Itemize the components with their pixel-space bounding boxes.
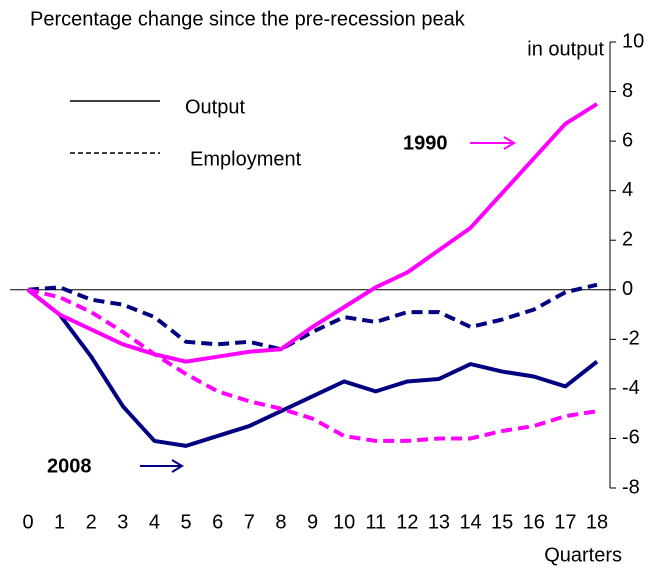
annotation: 1990	[403, 132, 448, 154]
y-tick-label: -6	[622, 427, 640, 449]
x-tick-label: 6	[212, 511, 223, 533]
series-line	[27, 282, 598, 352]
x-tick-label: 10	[333, 511, 355, 533]
x-tick-label: 15	[491, 511, 513, 533]
x-axis-label: Quarters	[544, 544, 622, 566]
x-tick-label: 8	[275, 511, 286, 533]
arrow	[140, 459, 184, 473]
x-tick-label: 1	[54, 511, 65, 533]
x-tick-label: 11	[365, 511, 386, 533]
legend-label: Output	[185, 96, 245, 118]
x-tick-label: 12	[396, 511, 418, 533]
x-tick-label: 7	[244, 511, 255, 533]
y-tick-label: 4	[622, 179, 633, 201]
x-tick-label: 5	[180, 511, 191, 533]
series-line	[26, 288, 599, 448]
chart-title: Percentage change since the pre-recessio…	[30, 8, 466, 30]
x-tick-label: 18	[586, 511, 608, 533]
y-tick-label: -4	[622, 377, 640, 399]
x-tick-label: 14	[459, 511, 481, 533]
y-tick-label: 0	[622, 278, 633, 300]
series-line	[26, 102, 599, 364]
legend-label: Employment	[190, 148, 302, 170]
x-tick-label: 9	[307, 511, 318, 533]
y-tick-label: -2	[622, 328, 640, 350]
x-tick-label: 2	[86, 511, 97, 533]
x-tick-label: 17	[554, 511, 576, 533]
series-line	[27, 287, 598, 443]
y-tick-label: -8	[622, 476, 640, 498]
x-tick-label: 4	[149, 511, 160, 533]
x-tick-label: 3	[117, 511, 128, 533]
y-tick-label: 2	[622, 229, 633, 251]
y-tick-label: 8	[622, 80, 633, 102]
arrow	[470, 136, 516, 150]
y-tick-label: 6	[622, 129, 633, 151]
x-tick-label: 16	[523, 511, 545, 533]
x-tick-label: 0	[22, 511, 33, 533]
x-tick-label: 13	[428, 511, 450, 533]
annotation: 2008	[47, 455, 92, 477]
y-tick-label: 10	[622, 30, 644, 52]
chart-title: in output	[527, 38, 604, 60]
